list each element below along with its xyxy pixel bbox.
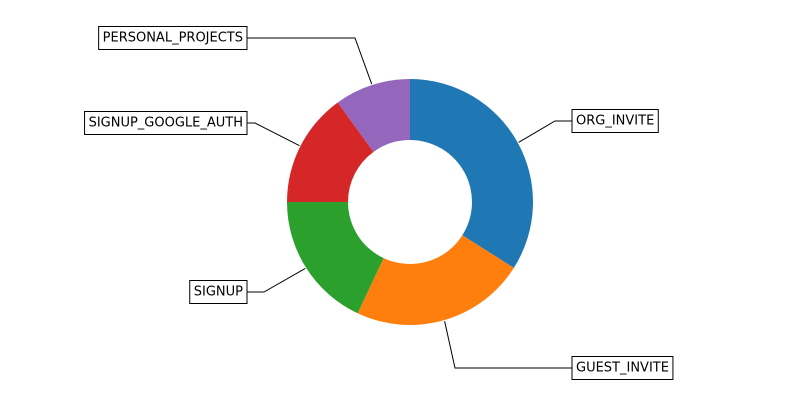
label-personal-projects: PERSONAL_PROJECTS	[98, 26, 248, 50]
label-text-personal-projects: PERSONAL_PROJECTS	[103, 31, 243, 46]
slice-personal-projects	[337, 79, 410, 152]
labels-layer: ORG_INVITE GUEST_INVITE SIGNUP SIGNUP_GOOGL…	[84, 26, 674, 380]
leader-line-org-invite	[518, 120, 572, 143]
label-guest-invite: GUEST_INVITE	[571, 356, 674, 380]
slice-org-invite	[410, 79, 533, 268]
label-box-guest-invite	[571, 356, 674, 380]
label-box-personal-projects	[98, 26, 248, 50]
label-org-invite: ORG_INVITE	[571, 109, 659, 133]
leader-line-signup	[247, 267, 306, 293]
leader-line-personal-projects	[247, 37, 373, 85]
label-box-signup-google-auth	[84, 111, 248, 135]
slice-guest-invite	[357, 235, 514, 326]
label-box-signup	[189, 280, 248, 304]
label-signup-google-auth: SIGNUP_GOOGLE_AUTH	[84, 111, 248, 135]
slices-layer	[287, 79, 533, 326]
leader-lines-layer	[247, 37, 572, 369]
slice-signup	[287, 202, 384, 314]
leader-line-guest-invite	[444, 320, 572, 369]
slice-signup-google-auth	[287, 102, 374, 202]
label-signup: SIGNUP	[189, 280, 248, 304]
label-text-org-invite: ORG_INVITE	[576, 114, 654, 129]
label-text-signup-google-auth: SIGNUP_GOOGLE_AUTH	[89, 116, 243, 131]
label-box-org-invite	[571, 109, 659, 133]
label-text-signup: SIGNUP	[194, 285, 243, 300]
leader-line-signup-google-auth	[247, 122, 300, 147]
label-text-guest-invite: GUEST_INVITE	[576, 361, 669, 376]
